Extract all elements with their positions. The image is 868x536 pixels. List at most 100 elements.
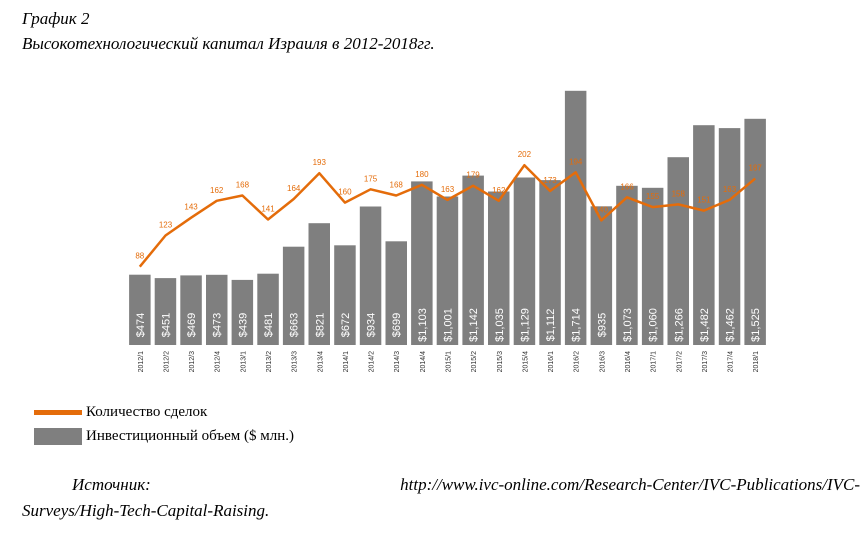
x-tick-label: 2018/1 — [753, 351, 760, 373]
chart-heading: График 2 Высокотехнологический капитал И… — [22, 6, 435, 56]
bar — [488, 191, 510, 345]
legend-label-deals: Количество сделок — [86, 403, 208, 420]
bar — [231, 279, 254, 345]
x-tick-label: 2016/2 — [574, 351, 581, 373]
line-point-label: 202 — [518, 150, 532, 159]
bar-value-label: $1,142 — [468, 308, 480, 342]
bar-value-label: $1,714 — [571, 308, 583, 342]
bar — [436, 196, 459, 345]
line-point-label: 88 — [135, 252, 144, 261]
line-point-label: 160 — [338, 188, 352, 197]
bar-value-label: $1,001 — [443, 308, 455, 342]
bar-value-label: $469 — [186, 313, 198, 337]
bar-value-label: $1,525 — [750, 308, 762, 342]
bar — [154, 278, 177, 345]
line-point-label: 180 — [415, 170, 429, 179]
bar-value-label: $1,266 — [673, 308, 685, 342]
bar — [282, 246, 305, 345]
x-tick-label: 2016/4 — [625, 351, 632, 373]
line-point-label: 173 — [543, 176, 557, 185]
x-tick-label: 2015/2 — [471, 351, 478, 373]
line-point-label: 168 — [236, 181, 250, 190]
line-point-label: 162 — [210, 186, 224, 195]
line-point-label: 155 — [646, 192, 660, 201]
x-tick-label: 2014/4 — [420, 351, 427, 373]
bar-value-label: $439 — [237, 313, 249, 337]
bar-value-label: $1,129 — [519, 308, 531, 342]
bar-value-label: $1,462 — [725, 308, 737, 342]
bar-value-label: $1,103 — [417, 308, 429, 342]
line-point-label: 163 — [723, 185, 737, 194]
legend-item-investment: Инвестиционный объем ($ млн.) — [34, 424, 294, 448]
bar-value-label: $473 — [212, 313, 224, 337]
line-point-label: 179 — [466, 171, 480, 180]
bar — [206, 274, 228, 345]
x-tick-label: 2016/1 — [548, 351, 555, 373]
x-tick-label: 2014/2 — [369, 351, 376, 373]
bar-value-label: $1,035 — [494, 308, 506, 342]
x-tick-label: 2017/2 — [676, 351, 683, 373]
bar — [641, 187, 664, 345]
bar-value-label: $1,060 — [648, 308, 660, 342]
line-point-label: 163 — [441, 185, 455, 194]
x-tick-label: 2015/3 — [497, 351, 504, 373]
x-tick-label: 2016/3 — [599, 351, 606, 373]
bar — [385, 241, 407, 345]
line-point-label: 140 — [595, 205, 609, 214]
bar — [564, 90, 587, 345]
x-tick-label: 2017/4 — [728, 351, 735, 373]
bar-value-label: $1,112 — [545, 309, 557, 342]
bar — [308, 223, 330, 345]
source-label: Источник: — [72, 475, 151, 494]
bar — [180, 275, 202, 345]
line-point-label: 151 — [697, 196, 711, 205]
bar — [257, 273, 279, 345]
x-tick-label: 2014/1 — [343, 351, 350, 373]
bar — [693, 125, 715, 345]
bar-value-label: $663 — [289, 313, 301, 337]
x-tick-label: 2013/2 — [266, 351, 273, 373]
bar-value-label: $451 — [161, 313, 173, 337]
bar-value-label: $481 — [263, 313, 275, 337]
deals-line — [138, 163, 756, 268]
figure-title: Высокотехнологический капитал Израиля в … — [22, 34, 435, 53]
source-url-part1[interactable]: http://www.ivc-online.com/Research-Cente… — [400, 475, 860, 494]
bar-value-label: $821 — [314, 313, 326, 337]
line-point-label: 123 — [159, 221, 173, 230]
x-tick-label: 2014/3 — [394, 351, 401, 373]
source-url-part2[interactable]: Surveys/High-Tech-Capital-Raising. — [22, 501, 270, 520]
bar-value-label: $934 — [366, 313, 378, 337]
bar — [462, 175, 484, 345]
bar — [129, 274, 151, 345]
bar — [718, 128, 741, 345]
bar — [539, 180, 561, 345]
bar-value-label: $474 — [135, 313, 147, 337]
x-tick-label: 2013/3 — [292, 351, 299, 373]
bar — [334, 245, 356, 345]
x-tick-label: 2015/4 — [522, 351, 529, 373]
x-tick-label: 2017/1 — [651, 351, 658, 373]
figure-label: График 2 — [22, 9, 90, 28]
line-point-label: 168 — [390, 181, 404, 190]
line-point-label: 141 — [261, 205, 275, 214]
chart-legend: Количество сделок Инвестиционный объем (… — [34, 400, 294, 448]
bar — [744, 118, 766, 345]
x-tick-label: 2012/1 — [138, 351, 145, 373]
line-point-label: 162 — [492, 186, 506, 195]
bar — [359, 206, 382, 345]
line-point-label: 187 — [749, 164, 763, 173]
line-point-label: 175 — [364, 174, 378, 183]
line-point-label: 194 — [569, 157, 583, 166]
bar — [590, 206, 613, 345]
legend-bar-swatch — [34, 427, 82, 445]
x-tick-label: 2013/4 — [317, 351, 324, 373]
x-tick-label: 2017/3 — [702, 351, 709, 373]
bar — [616, 185, 638, 345]
source-note: Источник: http://www.ivc-online.com/Rese… — [22, 472, 860, 524]
combo-chart: $474 $451 $469 $473 $439 $481 $663 $821 $672 $934… — [129, 90, 766, 373]
bar-value-label: $1,073 — [622, 308, 634, 342]
x-tick-label: 2012/4 — [215, 351, 222, 373]
bar-value-label: $1,482 — [699, 308, 711, 342]
x-tick-label: 2013/1 — [240, 351, 247, 373]
line-point-label: 158 — [672, 189, 686, 198]
